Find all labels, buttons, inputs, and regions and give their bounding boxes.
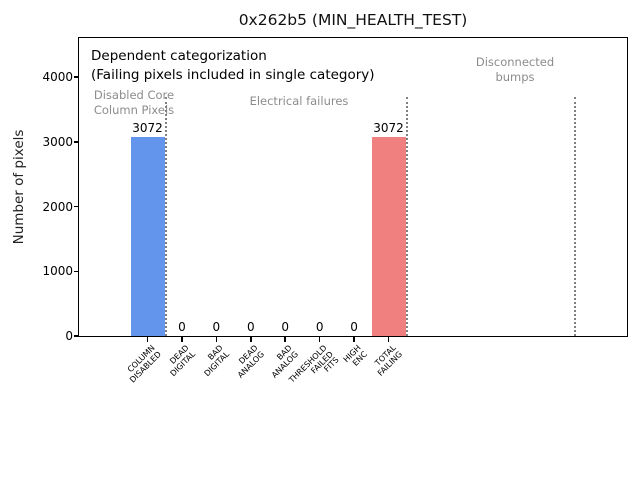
y-tick-label: 1000 <box>42 264 73 279</box>
bar-value-label: 0 <box>178 320 186 334</box>
y-tick-label: 2000 <box>42 199 73 214</box>
bar-value-label: 0 <box>246 320 255 334</box>
section-divider-line <box>405 97 408 336</box>
y-axis-label: Number of pixels <box>11 129 27 245</box>
y-tick-label: 0 <box>65 329 73 343</box>
x-axis-tick <box>215 337 218 342</box>
annotation-failing-pixels: (Failing pixels included in single categ… <box>91 67 375 83</box>
y-axis-tick <box>73 205 79 208</box>
y-axis-tick <box>73 270 79 272</box>
x-axis-tick <box>387 337 390 342</box>
y-axis-tick <box>73 141 79 143</box>
x-axis-tick <box>284 337 286 342</box>
section-divider-line <box>574 97 577 336</box>
y-axis-tick <box>73 76 79 78</box>
bar-value-label: 0 <box>212 320 221 334</box>
x-axis-tick <box>318 337 321 342</box>
plot-area <box>78 37 628 337</box>
x-axis-tick <box>250 337 252 342</box>
bar-value-label: 0 <box>315 320 324 334</box>
x-axis-tick <box>181 337 183 342</box>
x-axis-tick <box>146 337 149 342</box>
bar-value-label: 0 <box>281 320 290 334</box>
bar-value-label: 0 <box>350 320 358 334</box>
x-axis-tick <box>353 337 355 342</box>
chart-title: 0x262b5 (MIN_HEALTH_TEST) <box>238 11 468 29</box>
y-axis-tick <box>73 335 79 337</box>
bar-value-label: 3072 <box>132 121 163 136</box>
y-tick-label: 4000 <box>42 70 73 84</box>
bar <box>130 137 165 336</box>
section-label-electrical-failures: Electrical failures <box>249 94 349 108</box>
y-tick-label: 3000 <box>42 134 73 149</box>
bar <box>371 137 406 336</box>
section-label-disconnected-bumps: Disconnected bumps <box>475 55 555 84</box>
annotation-dependent-categorization: Dependent categorization <box>91 48 267 64</box>
section-divider-line <box>164 97 167 336</box>
bar-value-label: 3072 <box>373 121 404 136</box>
